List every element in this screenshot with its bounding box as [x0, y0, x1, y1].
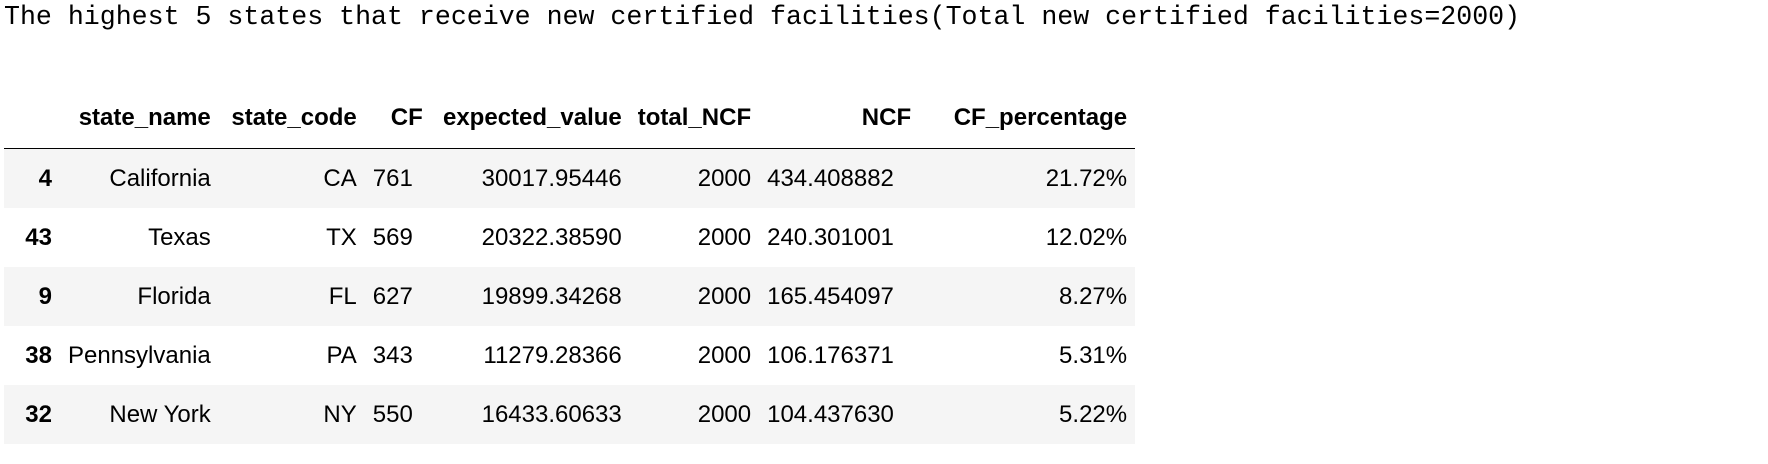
- cell-total-ncf: 2000: [697, 164, 752, 192]
- row-index: 43: [25, 223, 52, 251]
- cell-cf: 569: [372, 223, 413, 251]
- cell-ncf: 240.301001: [767, 223, 894, 251]
- cell-state-name: New York: [109, 400, 211, 428]
- column-header-ncf: NCF: [759, 88, 920, 149]
- cell-state-code: PA: [326, 341, 357, 369]
- cell-state-code: FL: [328, 282, 357, 310]
- cell-expected-value: 30017.95446: [481, 164, 622, 192]
- table-row: 9 Florida FL 627 19899.34268 2000 165.45…: [4, 267, 1136, 326]
- cell-cf-percentage: 21.72%: [1045, 164, 1128, 192]
- column-header-expected-value: expected_value: [430, 88, 630, 149]
- cell-cf-percentage: 5.22%: [1059, 400, 1128, 428]
- cell-ncf: 106.176371: [767, 341, 894, 369]
- row-index: 4: [38, 164, 52, 192]
- table-row: 38 Pennsylvania PA 343 11279.28366 2000 …: [4, 326, 1136, 385]
- cell-total-ncf: 2000: [697, 223, 752, 251]
- row-index: 32: [25, 400, 52, 428]
- column-header-state-name: state_name: [60, 88, 219, 149]
- cell-ncf: 434.408882: [767, 164, 894, 192]
- cell-state-name: California: [109, 164, 211, 192]
- cell-expected-value: 20322.38590: [481, 223, 622, 251]
- cell-expected-value: 19899.34268: [481, 282, 622, 310]
- table-row: 4 California CA 761 30017.95446 2000 434…: [4, 148, 1136, 208]
- cell-expected-value: 11279.28366: [483, 341, 622, 369]
- row-index: 9: [38, 282, 52, 310]
- cell-cf-percentage: 8.27%: [1059, 282, 1128, 310]
- table-header-row: state_name state_code CF expected_value …: [4, 88, 1136, 149]
- cell-state-name: Pennsylvania: [68, 341, 211, 369]
- table-row: 32 New York NY 550 16433.60633 2000 104.…: [4, 385, 1136, 444]
- column-header-cf: CF: [364, 88, 431, 149]
- cell-state-code: NY: [323, 400, 357, 428]
- cell-cf-percentage: 12.02%: [1045, 223, 1128, 251]
- cell-cf: 761: [372, 164, 413, 192]
- column-header-index: [4, 88, 60, 149]
- cell-state-name: Florida: [137, 282, 211, 310]
- cell-ncf: 104.437630: [767, 400, 894, 428]
- cell-ncf: 165.454097: [767, 282, 894, 310]
- row-index: 38: [25, 341, 52, 369]
- cell-state-code: TX: [326, 223, 357, 251]
- dataframe-table: state_name state_code CF expected_value …: [4, 88, 1136, 444]
- column-header-cf-percentage: CF_percentage: [919, 88, 1136, 149]
- table-row: 43 Texas TX 569 20322.38590 2000 240.301…: [4, 208, 1136, 267]
- cell-total-ncf: 2000: [697, 400, 752, 428]
- column-header-state-code: state_code: [218, 88, 365, 149]
- column-header-total-ncf: total_NCF: [629, 88, 760, 149]
- cell-expected-value: 16433.60633: [481, 400, 622, 428]
- cell-total-ncf: 2000: [697, 341, 752, 369]
- cell-cf-percentage: 5.31%: [1059, 341, 1128, 369]
- cell-state-code: CA: [323, 164, 357, 192]
- cell-state-name: Texas: [148, 223, 211, 251]
- cell-cf: 627: [372, 282, 413, 310]
- cell-total-ncf: 2000: [697, 282, 752, 310]
- cell-cf: 550: [372, 400, 413, 428]
- cell-cf: 343: [372, 341, 413, 369]
- output-title: The highest 5 states that receive new ce…: [4, 2, 1521, 32]
